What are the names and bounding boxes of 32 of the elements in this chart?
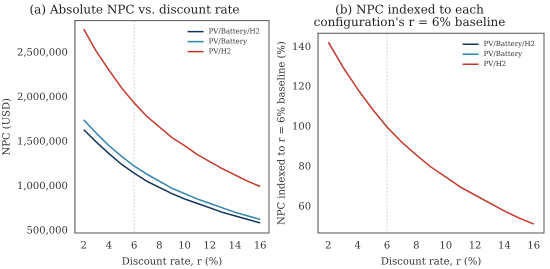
y-tick-label: 140 [292, 42, 312, 53]
x-tick-label: 2 [80, 240, 87, 252]
x-tick-label: 10 [439, 240, 452, 252]
y-axis-title: NPC indexed to r = 6% baseline (%) [276, 41, 288, 226]
y-tick-label: 1,000,000 [16, 181, 68, 192]
y-tick-label: 80 [298, 162, 312, 173]
chart-title: (a) Absolute NPC vs. discount rate [29, 2, 240, 16]
x-tick-label: 4 [354, 240, 361, 252]
x-tick-label: 6 [130, 240, 138, 252]
x-tick-label: 8 [413, 240, 420, 252]
x-tick-label: 2 [325, 240, 332, 252]
x-tick-label: 14 [228, 240, 242, 252]
chart-title: (b) NPC indexed to each configuration's r = 6% baseline [314, 2, 506, 30]
x-tick-label: 16 [527, 240, 540, 252]
y-tick-label: 60 [298, 202, 312, 213]
x-tick-label: 16 [254, 240, 267, 252]
y-tick-label: 2,000,000 [16, 92, 68, 104]
y-tick-label: 120 [292, 82, 312, 93]
x-tick-label: 12 [468, 240, 482, 252]
y-tick-label: 100 [292, 122, 312, 133]
y-tick-label: 2,500,000 [16, 48, 68, 59]
x-tick-label: 10 [178, 240, 191, 252]
x-tick-label: 12 [203, 240, 216, 252]
x-tick-label: 4 [106, 240, 112, 252]
x-axis-title: Discount rate, r (%) [380, 256, 482, 268]
y-tick-label: 500,000 [26, 226, 68, 237]
x-axis-title: Discount rate, r (%) [122, 256, 222, 268]
x-tick-label: 14 [498, 240, 511, 252]
x-tick-label: 8 [156, 240, 163, 252]
y-axis-title: NPC (USD) [2, 98, 13, 156]
x-tick-label: 6 [384, 240, 390, 252]
y-tick-label: 1,500,000 [16, 136, 68, 148]
